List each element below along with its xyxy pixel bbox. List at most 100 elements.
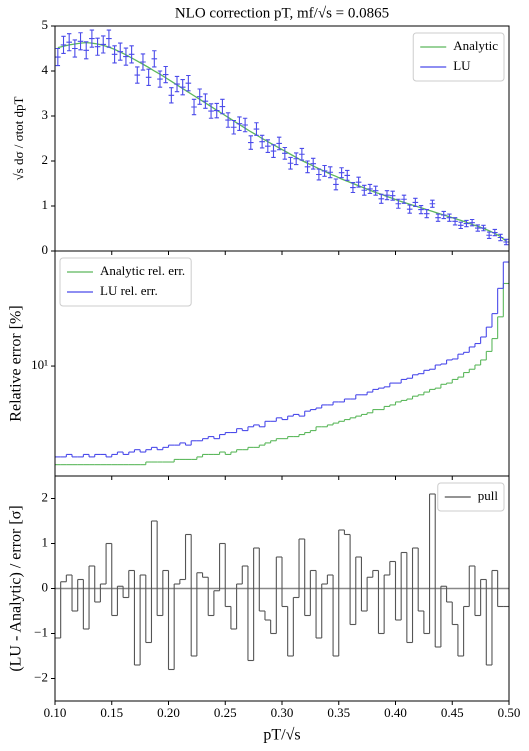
error-bar: [446, 213, 453, 222]
x-tick-label: 0.45: [441, 705, 464, 720]
error-bar: [242, 117, 248, 133]
x-tick-label: 0.40: [384, 705, 407, 720]
error-bar: [66, 33, 72, 52]
error-bar: [463, 219, 470, 228]
error-bar: [55, 47, 61, 67]
error-bar: [225, 112, 231, 128]
error-bar: [492, 228, 498, 237]
error-bar: [111, 45, 118, 64]
x-tick-label: 0.50: [498, 705, 521, 720]
x-tick-label: 0.10: [44, 705, 67, 720]
y-tick-label: 1: [42, 197, 49, 212]
error-bar: [350, 182, 356, 194]
error-bar: [174, 75, 180, 93]
error-bar: [355, 176, 362, 188]
error-bar: [151, 50, 158, 68]
error-bar: [372, 185, 379, 196]
error-bar: [435, 213, 441, 222]
error-bar: [123, 47, 129, 66]
error-bar: [247, 135, 254, 150]
legend-label: Analytic: [453, 38, 498, 53]
error-bar: [191, 98, 197, 116]
chart-title: NLO correction pT, mf/√s = 0.0865: [175, 5, 389, 21]
error-bar: [72, 39, 78, 58]
error-bar: [282, 146, 288, 160]
error-bar: [179, 79, 186, 96]
error-bar: [418, 205, 424, 215]
error-bar: [503, 238, 509, 246]
error-bar: [265, 139, 271, 153]
error-bar: [344, 169, 351, 181]
error-bar: [117, 42, 124, 61]
y-tick-label: 1: [42, 534, 49, 549]
error-bar: [423, 209, 430, 219]
error-bar: [162, 65, 169, 84]
error-bar: [378, 193, 385, 204]
legend: Analytic LU: [412, 32, 505, 82]
error-bar: [440, 210, 447, 220]
error-bar: [230, 119, 237, 135]
y-tick-label: 2: [42, 152, 49, 167]
y-axis-label: (LU - Analytic) / error [σ]: [8, 505, 25, 671]
x-tick-label: 0.20: [157, 705, 180, 720]
error-bar: [389, 190, 396, 201]
legend-label: pull: [478, 488, 499, 503]
error-bar: [83, 41, 90, 60]
error-bar: [270, 144, 277, 158]
error-bar: [293, 152, 299, 166]
x-tick-label: 0.35: [327, 705, 350, 720]
error-bar: [145, 68, 152, 86]
y-tick-label: −2: [34, 669, 48, 684]
error-bar: [140, 53, 146, 71]
y-tick-label: 0: [42, 242, 49, 257]
error-bar: [106, 29, 112, 48]
y-tick-label: 5: [42, 17, 49, 32]
y-tick-label: −1: [34, 624, 48, 639]
error-bar: [406, 204, 413, 214]
error-bar: [452, 217, 458, 226]
legend-box: [412, 32, 505, 82]
series-line: [57, 41, 507, 242]
legend-box: [437, 482, 505, 512]
axes-frame: [54, 475, 510, 702]
error-bar: [259, 134, 265, 149]
y-axis-label: √s dσ / σtot dpT: [11, 96, 26, 180]
x-tick-label: 0.25: [214, 705, 237, 720]
error-bar: [429, 199, 436, 208]
error-bar: [253, 122, 260, 136]
plot-area: [55, 493, 509, 671]
error-bar: [276, 136, 282, 151]
error-bar: [157, 70, 163, 88]
error-bar: [338, 167, 345, 179]
error-bar: [185, 74, 192, 92]
x-tick-label: 0.30: [271, 705, 294, 720]
error-bar: [469, 218, 475, 227]
error-bar: [486, 231, 492, 239]
error-bar: [367, 183, 373, 194]
legend: Analytic rel. err. LU rel. err.: [59, 257, 192, 307]
legend-label: LU rel. err.: [100, 283, 158, 298]
error-bar: [299, 147, 305, 161]
error-bar: [168, 87, 175, 104]
error-bar: [208, 103, 214, 119]
error-bar: [384, 190, 390, 201]
error-bar: [202, 93, 209, 109]
plot-area: [55, 29, 509, 246]
error-bar: [401, 194, 407, 204]
error-bar: [321, 164, 328, 177]
error-bar: [128, 45, 135, 64]
error-bar: [304, 160, 311, 174]
y-tick-label: 3: [42, 107, 49, 122]
x-axis-label: pT/√s: [263, 727, 300, 744]
error-bar: [100, 35, 107, 54]
error-bar: [213, 102, 220, 119]
plot-area: [55, 261, 509, 466]
error-bar: [395, 198, 402, 209]
error-bar: [497, 233, 504, 242]
error-bar: [333, 178, 339, 191]
legend-label: Analytic rel. err.: [100, 263, 185, 278]
y-tick-label: 0: [42, 579, 49, 594]
error-bar: [134, 66, 141, 84]
